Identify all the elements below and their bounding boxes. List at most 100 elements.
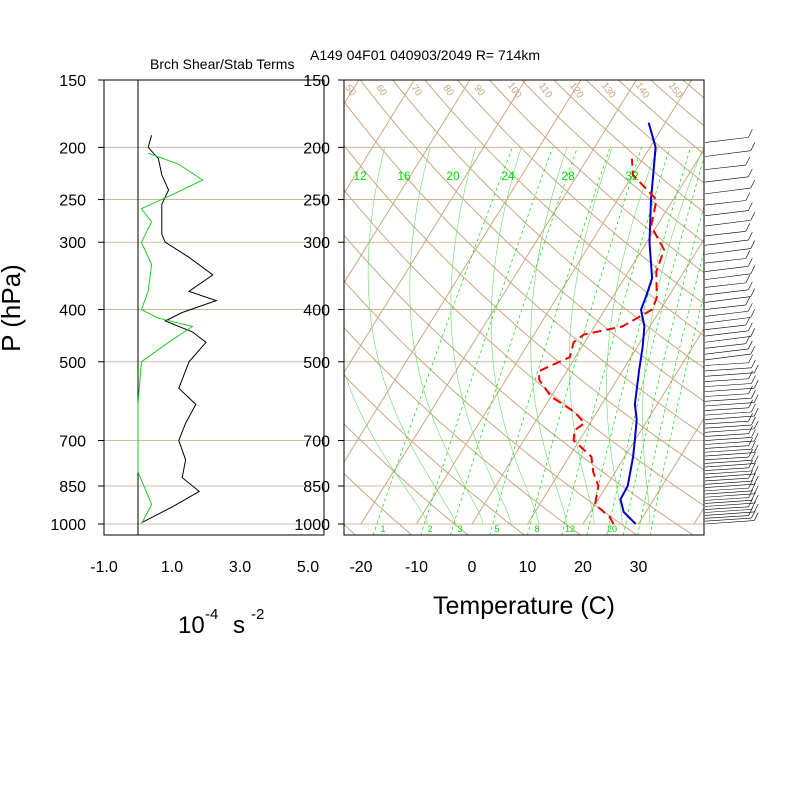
wind-barb: [704, 520, 755, 525]
wind-barb: [704, 467, 749, 471]
wind-barb-flag: [751, 359, 756, 368]
dry-adiabat: [696, 64, 800, 536]
wind-barb: [704, 483, 755, 488]
wind-barb: [704, 324, 746, 331]
wind-barb-flag: [751, 452, 756, 461]
wind-barb: [704, 393, 749, 397]
dry-adiabat-label: 130: [599, 81, 618, 101]
wind-barb: [704, 511, 755, 516]
wind-barb-flag: [748, 354, 753, 363]
isotherm: [582, 327, 704, 525]
wind-barb-flag: [753, 420, 759, 430]
wind-barb: [704, 506, 749, 510]
wind-barb: [704, 258, 746, 264]
isotherm: [360, 80, 637, 525]
left-x-tick-label: 5.0: [297, 559, 319, 576]
wind-barb: [704, 137, 749, 143]
left-pressure-tick-label: 500: [59, 355, 86, 372]
wind-barb: [704, 210, 749, 217]
wind-barb: [704, 517, 752, 522]
wind-barb: [704, 460, 752, 464]
wind-barb: [704, 500, 752, 504]
wind-barb-flag: [750, 328, 756, 337]
wind-barb-flag: [753, 444, 759, 453]
wind-barb: [704, 219, 751, 227]
wind-barb: [704, 353, 751, 361]
wind-barb-flag: [753, 465, 759, 475]
left-pressure-tick-label: 300: [59, 235, 86, 252]
left-units-label: 10 -4 s -2: [178, 606, 264, 639]
wind-barb-flag: [745, 274, 751, 283]
wind-barb: [704, 424, 752, 429]
dry-adiabat-label: 60: [373, 83, 389, 99]
right-x-tick-label: 10: [519, 559, 537, 576]
wind-barb: [704, 473, 755, 478]
mixing-ratio-label-bottom: 12: [565, 524, 575, 534]
wind-barb-flag: [748, 425, 753, 434]
wind-barb: [704, 187, 751, 195]
wind-barb: [704, 420, 749, 425]
right-panel-curves: [538, 122, 666, 525]
wind-barb-flag: [748, 370, 753, 379]
wind-barb: [704, 397, 752, 402]
wind-barb-flag: [750, 179, 756, 189]
moist-adiabat: [344, 371, 428, 525]
wind-barb: [704, 497, 749, 501]
right-pressure-tick-label: 200: [303, 140, 330, 157]
dry-adiabat: [344, 374, 526, 535]
wind-barb: [704, 437, 752, 441]
right-pressure-tick-label: 300: [303, 235, 330, 252]
wind-barb: [704, 362, 749, 366]
left-panel: 150 200 250 300 400 500 700 850 1000 -1.0 1.0 3.0 5…: [50, 73, 325, 576]
wind-barb: [704, 248, 751, 255]
wind-barb-flag: [751, 492, 756, 501]
mixing-ratio-labels: 12 16 20 24 28 321 2 3 5 8 12 20: [353, 169, 639, 534]
wind-barb-flag: [753, 485, 759, 494]
wind-barb: [704, 273, 751, 280]
wind-barb-flag: [748, 322, 753, 331]
skewt-background: [344, 64, 800, 536]
wind-barb-flag: [753, 512, 759, 521]
wind-barb-flag: [748, 413, 753, 422]
wind-barb: [704, 456, 749, 461]
isotherm: [344, 80, 526, 374]
left-panel-curves: [137, 135, 218, 525]
wind-barb: [704, 445, 749, 449]
wind-barb: [704, 367, 752, 372]
moist-adiabat: [606, 147, 659, 524]
wind-barb: [704, 230, 746, 237]
dry-adiabat: [521, 80, 704, 243]
left-pressure-tick-label: 200: [59, 140, 86, 157]
left-x-tick-label: 3.0: [229, 559, 251, 576]
wind-barb: [704, 317, 751, 324]
isotherm: [344, 80, 471, 284]
wind-barb-flag: [748, 202, 753, 211]
mixing-ratio-label-top: 32: [625, 169, 639, 183]
units-s: s: [233, 612, 245, 639]
wind-barb: [704, 150, 751, 157]
wind-barb-flag: [753, 476, 759, 485]
dry-adiabat: [760, 64, 800, 536]
wind-barb: [704, 411, 752, 416]
dry-adiabat: [344, 523, 357, 535]
wind-barb: [704, 452, 755, 457]
isotherm: [344, 80, 415, 195]
wind-barb-flag: [748, 303, 753, 312]
wind-barb-flag: [745, 296, 751, 306]
units-s-exp: -2: [251, 606, 264, 623]
wind-barb-flag: [751, 375, 756, 384]
wind-barb: [704, 402, 755, 407]
mixing-ratio-label-top: 20: [446, 169, 460, 183]
dry-adiabat-label: 100: [505, 81, 524, 101]
mixing-ratio-label-bottom: 1: [380, 524, 385, 534]
wind-barb-flag: [751, 390, 756, 399]
dry-adiabat-label: 150: [666, 81, 685, 101]
moist-adiabat: [450, 147, 512, 525]
wind-barb: [704, 304, 746, 310]
wind-barb-flag: [750, 240, 756, 249]
wind-barb-flag: [750, 265, 756, 274]
moist-adiabat: [490, 147, 539, 525]
left-panel-pressure-labels: 150 200 250 300 400 500 700 850 1000: [50, 73, 104, 534]
mixing-ratio-line: [561, 147, 671, 535]
mixing-ratio-line: [623, 205, 704, 535]
